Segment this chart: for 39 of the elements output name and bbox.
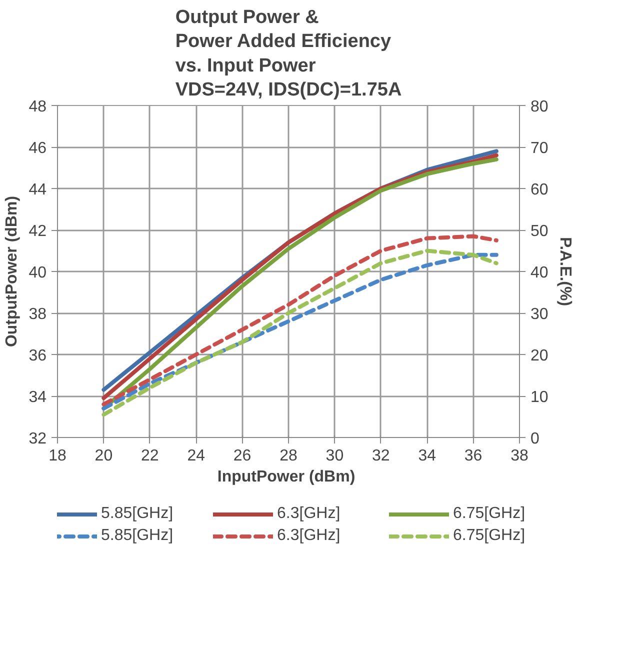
x-tick-label: 36 <box>464 448 482 464</box>
y2-tick-label: 40 <box>530 264 548 282</box>
x-tick-label: 32 <box>372 448 390 464</box>
x-tick-label: 38 <box>510 448 528 464</box>
y2-tick-label: 60 <box>530 182 548 198</box>
x-tick-label: 26 <box>233 448 252 464</box>
legend-label: 6.75[GHz] <box>453 527 526 545</box>
y-tick-label: 48 <box>28 98 47 116</box>
x-axis-title: InputPower (dBm) <box>217 468 356 486</box>
y2-tick-label: 50 <box>530 223 548 240</box>
y-tick-label: 40 <box>28 264 47 282</box>
x-tick-label: 18 <box>48 448 66 464</box>
x-tick-label: 24 <box>187 448 206 464</box>
y-axis-title: OutputPower (dBm) <box>4 196 21 348</box>
y2-tick-label: 70 <box>530 140 548 157</box>
x-tick-label: 34 <box>418 448 436 464</box>
y-tick-label: 34 <box>28 389 47 406</box>
y2-tick-label: 20 <box>530 348 548 364</box>
y2-tick-label: 0 <box>530 430 540 448</box>
y2-axis-title: P.A.E.(%) <box>556 236 574 306</box>
legend-label: 6.3[GHz] <box>277 527 342 545</box>
x-tick-label: 30 <box>326 448 344 464</box>
y2-tick-label: 80 <box>530 98 548 116</box>
x-tick-label: 28 <box>280 448 298 464</box>
y-tick-label: 46 <box>28 140 47 157</box>
y-tick-label: 32 <box>28 430 47 448</box>
y2-tick-label: 10 <box>530 389 548 406</box>
y2-tick-label: 30 <box>530 306 548 323</box>
legend-label: 5.85[GHz] <box>101 505 174 523</box>
x-tick-label: 20 <box>94 448 113 464</box>
legend-label: 6.3[GHz] <box>277 505 342 523</box>
y-tick-label: 44 <box>28 182 47 198</box>
chart-title: Output Power & Power Added Efficiency vs. Input Power VDS=24V, IDS(DC)=1.75A <box>175 7 402 100</box>
legend-label: 6.75[GHz] <box>453 505 526 523</box>
legend-label: 5.85[GHz] <box>101 527 174 545</box>
y-tick-label: 36 <box>28 348 47 364</box>
y-tick-label: 38 <box>28 306 47 323</box>
x-tick-label: 22 <box>141 448 159 464</box>
y-tick-label: 42 <box>28 223 47 240</box>
